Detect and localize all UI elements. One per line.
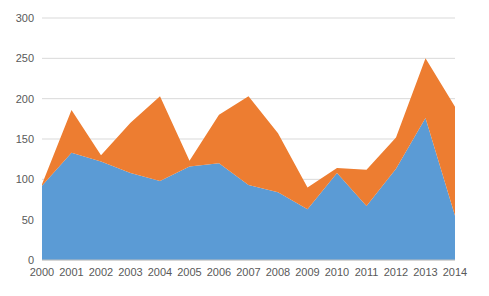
svg-text:2006: 2006 — [207, 266, 231, 278]
svg-text:2009: 2009 — [295, 266, 319, 278]
svg-text:2014: 2014 — [443, 266, 467, 278]
svg-text:2007: 2007 — [236, 266, 260, 278]
svg-text:100: 100 — [16, 173, 34, 185]
svg-text:2008: 2008 — [266, 266, 290, 278]
svg-text:2001: 2001 — [59, 266, 83, 278]
svg-text:50: 50 — [22, 214, 34, 226]
svg-text:2002: 2002 — [89, 266, 113, 278]
svg-text:2013: 2013 — [413, 266, 437, 278]
svg-text:2010: 2010 — [325, 266, 349, 278]
svg-text:2011: 2011 — [355, 266, 379, 278]
svg-text:150: 150 — [16, 133, 34, 145]
svg-text:200: 200 — [16, 93, 34, 105]
svg-text:2003: 2003 — [118, 266, 142, 278]
svg-text:2000: 2000 — [30, 266, 54, 278]
svg-text:2012: 2012 — [384, 266, 408, 278]
svg-text:2005: 2005 — [177, 266, 201, 278]
svg-text:250: 250 — [16, 52, 34, 64]
svg-text:0: 0 — [28, 254, 34, 266]
svg-text:2004: 2004 — [148, 266, 172, 278]
svg-text:300: 300 — [16, 12, 34, 24]
